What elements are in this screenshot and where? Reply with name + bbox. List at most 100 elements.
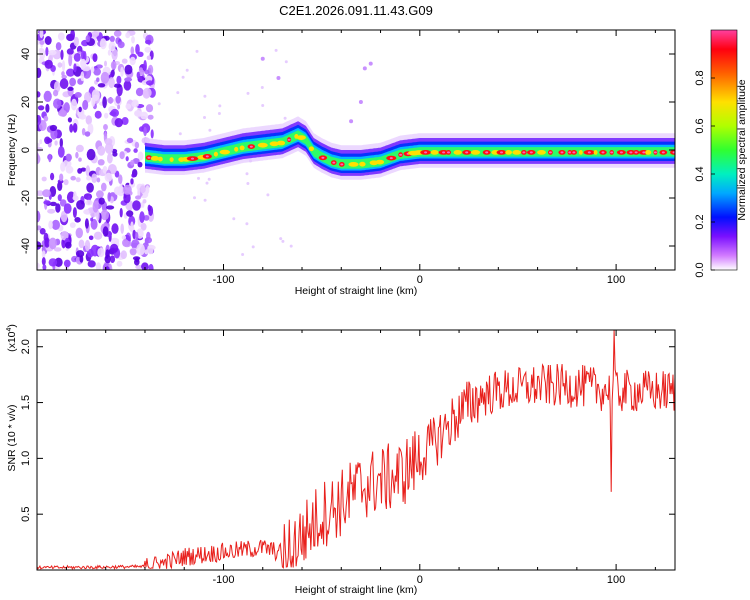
noise-blob (84, 131, 91, 137)
noise-blob (124, 64, 133, 75)
noise-blob (37, 225, 42, 231)
noise-blob (73, 36, 80, 47)
y-tick-label: 20 (20, 96, 32, 108)
noise-blob (125, 103, 132, 110)
noise-blob (137, 161, 143, 168)
snr-plot-area (37, 330, 675, 570)
noise-dot (368, 61, 373, 66)
ridge-peak-core (548, 151, 552, 154)
ridge-peak-core (661, 151, 665, 154)
noise-blob (124, 77, 133, 82)
ridge-peak-core (619, 151, 623, 154)
noise-dot (358, 100, 363, 104)
noise-blob (110, 243, 119, 253)
noise-blob (59, 78, 69, 90)
noise-blob (49, 201, 57, 207)
noise-blob (80, 58, 87, 69)
noise-blob (121, 117, 129, 125)
noise-blob (85, 199, 93, 206)
ridge-peak (670, 150, 675, 155)
noise-blob (120, 66, 124, 77)
noise-blob (125, 32, 131, 39)
noise-blob (48, 258, 58, 267)
noise-blob (100, 71, 110, 84)
noise-blob (145, 80, 154, 86)
noise-dot (266, 193, 270, 197)
noise-blob (147, 114, 154, 120)
noise-dot (279, 237, 283, 241)
noise-blob (60, 210, 68, 223)
noise-blob (120, 250, 128, 260)
noise-blob (53, 89, 59, 97)
noise-blob (87, 123, 94, 135)
noise-blob (81, 50, 85, 61)
y-tick-label: 2.0 (20, 339, 32, 354)
noise-blob (75, 227, 84, 239)
noise-blob (39, 228, 46, 235)
noise-blob (41, 257, 46, 266)
colorbar: 0.0 0.2 0.4 0.6 0.8 Normalized spectral ampl… (694, 29, 748, 278)
noise-blob (60, 49, 64, 60)
noise-blob (70, 175, 76, 181)
noise-blob (55, 42, 62, 51)
noise-blob (65, 153, 72, 162)
noise-blob (78, 106, 82, 113)
noise-blob (53, 98, 62, 109)
noise-blob (90, 217, 94, 222)
noise-blob (130, 178, 134, 185)
noise-dot (241, 253, 245, 256)
noise-blob (130, 159, 135, 166)
noise-blob (117, 41, 125, 49)
noise-blob (143, 60, 147, 72)
ridge-peak-core (147, 156, 151, 159)
noise-blob (63, 203, 72, 214)
noise-blob (84, 209, 90, 215)
noise-blob (135, 87, 144, 97)
ridge-peak (375, 159, 385, 165)
noise-blob (87, 260, 96, 268)
noise-blob (130, 221, 134, 232)
ridge-peak-core (522, 151, 526, 154)
noise-blob (75, 144, 84, 153)
ridge-peak-core (572, 151, 576, 154)
ridge-peak-core (424, 151, 428, 154)
noise-blob (135, 195, 142, 200)
noise-blob (69, 123, 74, 133)
ridge-peak (308, 146, 314, 152)
noise-blob (116, 75, 122, 85)
noise-dot (349, 119, 354, 124)
noise-blob (53, 247, 62, 252)
noise-blob (86, 175, 92, 181)
noise-blob (96, 77, 100, 82)
noise-blob (136, 243, 146, 256)
noise-dot (276, 76, 281, 80)
noise-blob (141, 262, 149, 270)
noise-dot (245, 222, 249, 226)
noise-blob (142, 199, 147, 204)
noise-blob (72, 207, 77, 218)
ridge-peak-core (642, 151, 646, 154)
noise-blob (57, 194, 62, 202)
spectrogram-plot-area (37, 30, 675, 270)
noise-blob (38, 47, 44, 53)
ridge-peak-core (465, 151, 469, 154)
noise-blob (104, 254, 112, 264)
ridge-peak (219, 149, 230, 155)
noise-dot (208, 128, 212, 132)
ridge-peak-core (191, 157, 194, 160)
noise-blob (78, 157, 82, 162)
noise-dot (185, 68, 189, 72)
noise-blob (66, 48, 74, 55)
noise-blob (68, 54, 73, 67)
snr-series-line (37, 330, 675, 570)
noise-blob (47, 208, 56, 214)
noise-blob (113, 30, 122, 37)
ridge-peak-core (205, 155, 209, 158)
ridge-peak (593, 150, 598, 155)
noise-blob (72, 123, 78, 133)
noise-blob (76, 200, 85, 210)
noise-blob (69, 77, 76, 87)
noise-blob (121, 235, 127, 240)
noise-dot (246, 91, 250, 95)
